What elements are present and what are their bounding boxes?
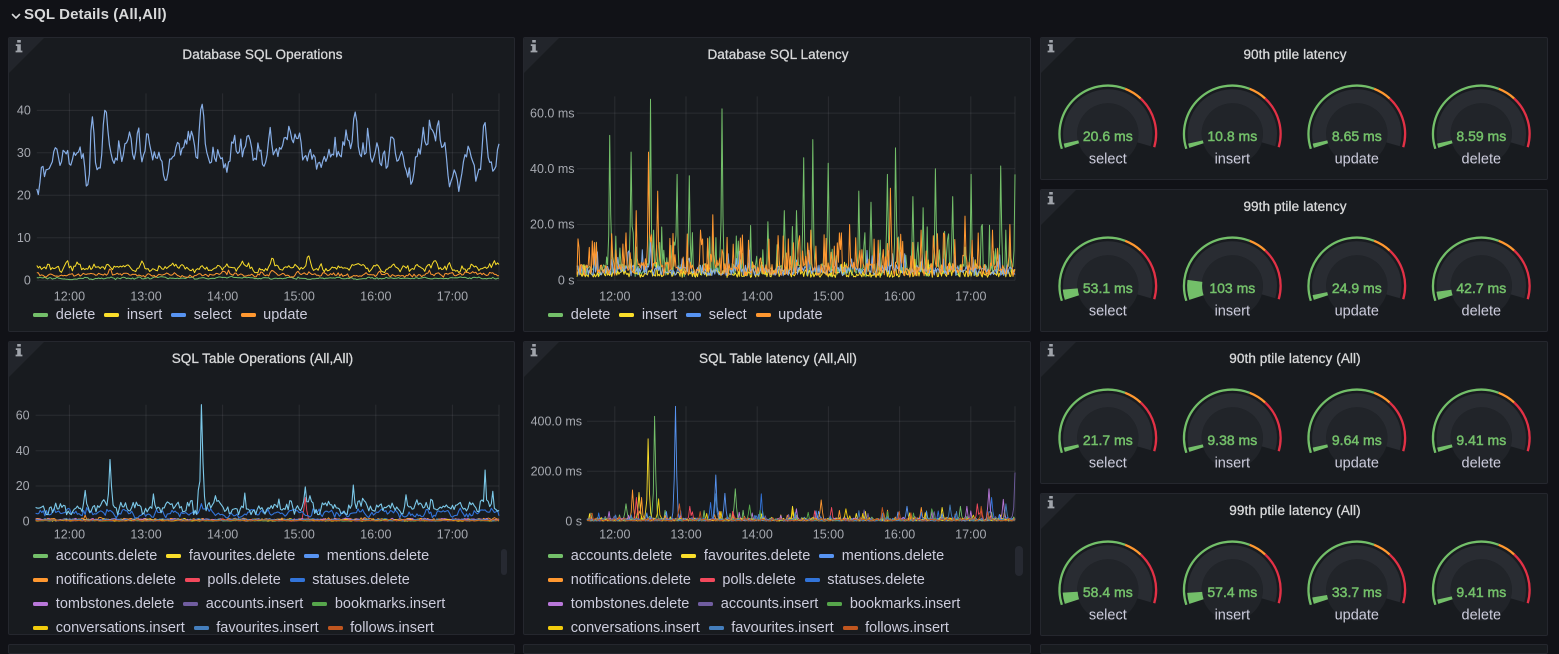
svg-text:12:00: 12:00 [54,289,85,303]
svg-text:57.4 ms: 57.4 ms [1207,584,1257,600]
svg-text:9.41 ms: 9.41 ms [1456,432,1506,448]
svg-text:13:00: 13:00 [130,528,161,542]
svg-text:0: 0 [24,273,31,287]
svg-text:17:00: 17:00 [437,289,468,303]
svg-text:15:00: 15:00 [284,528,315,542]
svg-text:15:00: 15:00 [813,289,844,303]
svg-text:insert: insert [1215,608,1250,624]
svg-text:14:00: 14:00 [207,289,238,303]
svg-text:16:00: 16:00 [360,289,391,303]
svg-text:13:00: 13:00 [670,289,701,303]
svg-text:30: 30 [17,146,31,160]
svg-text:14:00: 14:00 [207,528,238,542]
svg-text:8.65 ms: 8.65 ms [1332,128,1382,144]
svg-text:insert: insert [1215,304,1250,320]
svg-text:select: select [1089,304,1127,320]
svg-text:17:00: 17:00 [955,528,986,542]
svg-text:delete: delete [1462,304,1502,320]
svg-text:103 ms: 103 ms [1209,280,1255,296]
svg-text:update: update [1335,304,1379,320]
svg-text:17:00: 17:00 [437,528,468,542]
svg-text:40: 40 [17,104,31,118]
svg-text:12:00: 12:00 [599,528,630,542]
svg-text:select: select [1089,152,1127,168]
svg-text:13:00: 13:00 [130,289,161,303]
svg-text:16:00: 16:00 [360,528,391,542]
svg-text:9.38 ms: 9.38 ms [1207,432,1257,448]
svg-text:10: 10 [17,231,31,245]
svg-text:21.7 ms: 21.7 ms [1083,432,1133,448]
svg-text:delete: delete [1462,152,1502,168]
svg-text:20: 20 [16,479,30,493]
svg-text:13:00: 13:00 [670,528,701,542]
svg-text:400.0 ms: 400.0 ms [531,415,582,429]
svg-text:16:00: 16:00 [884,289,915,303]
svg-text:60: 60 [16,409,30,423]
svg-text:40: 40 [16,444,30,458]
svg-text:20.6 ms: 20.6 ms [1083,128,1133,144]
svg-text:delete: delete [1462,456,1502,472]
svg-text:delete: delete [1462,608,1502,624]
svg-text:9.64 ms: 9.64 ms [1332,432,1382,448]
svg-text:14:00: 14:00 [742,289,773,303]
svg-text:9.41 ms: 9.41 ms [1456,584,1506,600]
svg-text:update: update [1335,152,1379,168]
svg-text:0 s: 0 s [565,515,582,529]
svg-text:200.0 ms: 200.0 ms [531,465,582,479]
svg-text:24.9 ms: 24.9 ms [1332,280,1382,296]
svg-text:insert: insert [1215,152,1250,168]
svg-text:update: update [1335,456,1379,472]
svg-text:10.8 ms: 10.8 ms [1207,128,1257,144]
svg-text:12:00: 12:00 [54,528,85,542]
svg-text:60.0 ms: 60.0 ms [530,106,574,120]
svg-text:40.0 ms: 40.0 ms [530,162,574,176]
svg-text:select: select [1089,608,1127,624]
svg-text:53.1 ms: 53.1 ms [1083,280,1133,296]
svg-text:insert: insert [1215,456,1250,472]
svg-text:58.4 ms: 58.4 ms [1083,584,1133,600]
svg-text:20: 20 [17,189,31,203]
svg-text:14:00: 14:00 [742,528,773,542]
svg-text:0: 0 [23,515,30,529]
svg-text:update: update [1335,608,1379,624]
svg-text:20.0 ms: 20.0 ms [530,218,574,232]
svg-text:select: select [1089,456,1127,472]
svg-text:42.7 ms: 42.7 ms [1456,280,1506,296]
svg-text:8.59 ms: 8.59 ms [1456,128,1506,144]
svg-text:17:00: 17:00 [955,289,986,303]
svg-text:15:00: 15:00 [284,289,315,303]
svg-text:16:00: 16:00 [884,528,915,542]
svg-text:12:00: 12:00 [599,289,630,303]
svg-text:15:00: 15:00 [813,528,844,542]
svg-text:0 s: 0 s [558,273,575,287]
svg-text:33.7 ms: 33.7 ms [1332,584,1382,600]
